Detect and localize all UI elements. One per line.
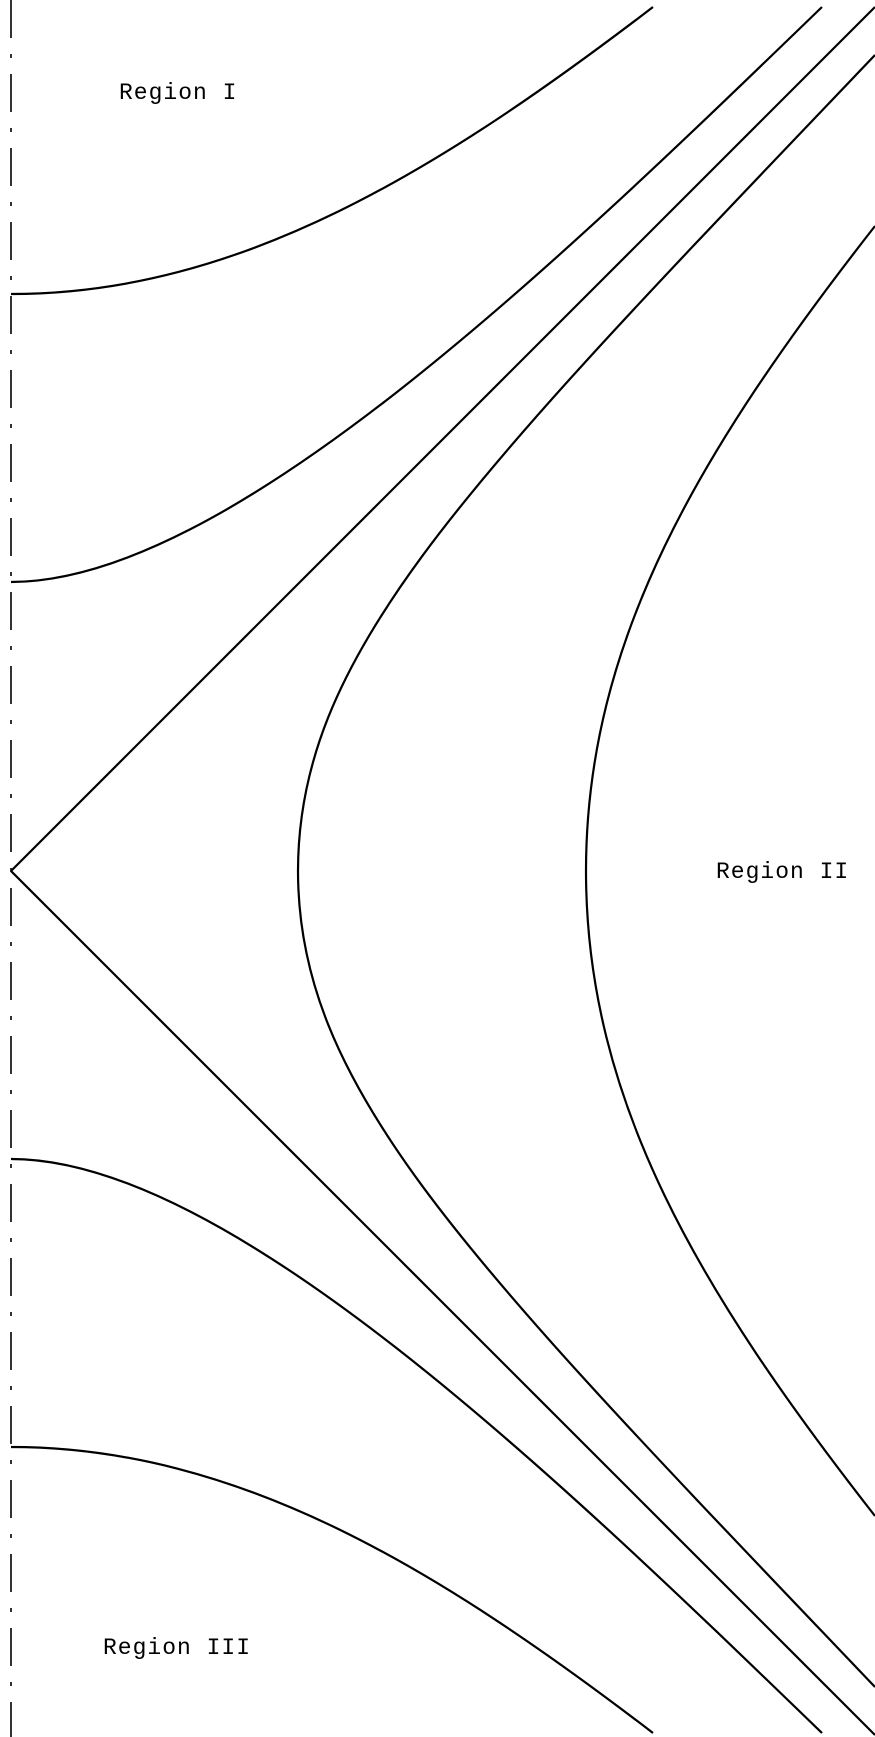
region-2-hyperbola-outer [584,225,875,1517]
region-2-label: Region II [716,859,849,885]
light-cone-upper-line [10,6,875,872]
region-3-hyperbola-inner [10,1157,823,1734]
region-3-hyperbola-outer [10,1445,654,1734]
region-1-hyperbola-outer [10,6,823,584]
region-2-hyperbola-inner [296,54,875,1688]
region-1-hyperbola-inner [10,6,654,296]
light-cone-lower-line [10,870,875,1736]
region-3-label: Region III [103,1635,251,1661]
region-1-label: Region I [119,80,237,106]
